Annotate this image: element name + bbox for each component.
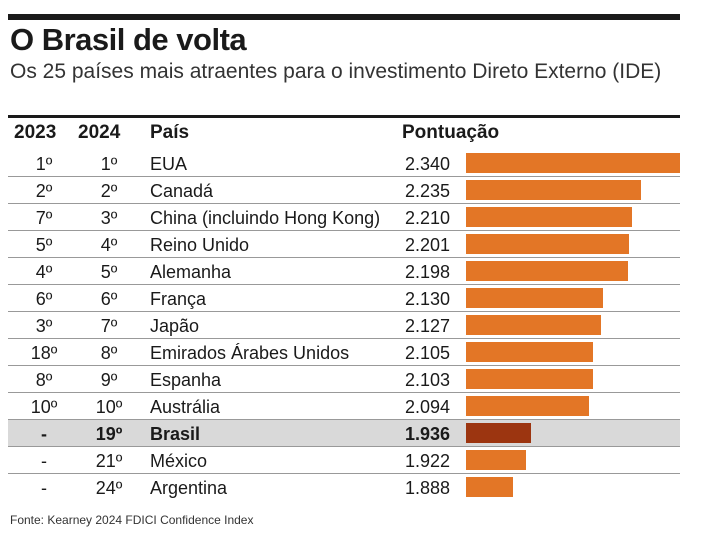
country-name: Reino Unido [150,235,250,255]
score-label: 2.201 [404,235,450,255]
rank-2024: 9º [100,370,118,390]
country-name: Argentina [150,478,228,498]
rank-2023: 18º [30,343,58,363]
rank-2023: 10º [30,397,58,417]
table-row: 8º 9º Espanha 2.103 [8,365,680,392]
score-bar [466,477,514,497]
score-label: 2.127 [404,316,450,336]
rank-2023: 4º [35,262,53,282]
header-pontuacao: Pontuação [402,122,500,143]
table-row: 10º 10º Austrália 2.094 [8,392,680,419]
rank-2024: 1º [100,154,118,174]
rank-2023: 2º [35,181,53,201]
rank-2023: 5º [35,235,53,255]
header-2023: 2023 [14,122,57,143]
score-label: 2.235 [404,181,450,201]
country-name: Japão [150,316,200,336]
ranking-table: 1º 1º EUA 2.340 2º 2º Canadá 2.235 7º 3º China (in… [8,150,680,500]
rank-2024: 21º [95,451,123,471]
score-label: 2.210 [404,208,450,228]
score-label: 2.094 [404,397,450,417]
rank-2024: 3º [100,208,118,228]
chart-title: O Brasil de volta [10,22,247,57]
table-row: 5º 4º Reino Unido 2.201 [8,230,680,257]
score-label: 2.130 [404,289,450,309]
rank-2023: - [41,451,47,471]
score-label: 2.103 [404,370,450,390]
score-label: 1.922 [404,451,450,471]
score-bar [466,288,603,308]
header-rule [8,115,680,118]
score-bar [466,396,590,416]
country-name: China (incluindo Hong Kong) [150,208,381,228]
table-row: 3º 7º Japão 2.127 [8,311,680,338]
score-bar [466,369,593,389]
table-row: 7º 3º China (incluindo Hong Kong) 2.210 [8,203,680,230]
country-name: México [150,451,208,471]
rank-2023: 6º [35,289,53,309]
table-row: 2º 2º Canadá 2.235 [8,176,680,203]
rank-2024: 24º [95,478,123,498]
table-row: 4º 5º Alemanha 2.198 [8,257,680,284]
source-note: Fonte: Kearney 2024 FDICI Confidence Ind… [10,513,254,527]
rank-2023: - [41,424,47,444]
country-name: Alemanha [150,262,232,282]
rank-2023: 7º [35,208,53,228]
score-bar [466,207,632,227]
table-header: 2023 2024 País Pontuação [8,119,680,149]
country-name: Brasil [150,424,201,444]
table-row: 1º 1º EUA 2.340 [8,150,680,176]
rank-2024: 8º [100,343,118,363]
rank-2023: 8º [35,370,53,390]
table-row: - 21º México 1.922 [8,446,680,473]
chart-subtitle: Os 25 países mais atraentes para o inves… [10,60,662,83]
score-label: 2.340 [404,154,450,174]
country-name: França [150,289,207,309]
score-bar [466,153,680,173]
table-row: 18º 8º Emirados Árabes Unidos 2.105 [8,338,680,365]
score-bar [466,423,531,443]
table-row: - 24º Argentina 1.888 [8,473,680,500]
rank-2024: 6º [100,289,118,309]
rank-2024: 10º [95,397,123,417]
score-bar [466,234,629,254]
rank-2023: - [41,478,47,498]
country-name: Canadá [150,181,214,201]
score-bar [466,450,526,470]
rank-2023: 1º [35,154,53,174]
table-row-highlight: - 19º Brasil 1.936 [8,419,680,446]
rank-2024: 2º [100,181,118,201]
country-name: EUA [150,154,188,174]
country-name: Austrália [150,397,221,417]
table-row: 6º 6º França 2.130 [8,284,680,311]
score-label: 1.888 [404,478,450,498]
score-label: 2.105 [404,343,450,363]
score-label: 2.198 [404,262,450,282]
rank-2024: 5º [100,262,118,282]
rank-2023: 3º [35,316,53,336]
top-rule [8,14,680,20]
header-pais: País [150,122,190,143]
score-bar [466,315,602,335]
header-2024: 2024 [78,122,121,143]
score-bar [466,180,642,200]
rank-2024: 19º [95,424,123,444]
rank-2024: 7º [100,316,118,336]
rank-2024: 4º [100,235,118,255]
score-bar [466,261,628,281]
score-label: 1.936 [404,424,450,444]
country-name: Emirados Árabes Unidos [150,343,350,363]
country-name: Espanha [150,370,222,390]
score-bar [466,342,594,362]
